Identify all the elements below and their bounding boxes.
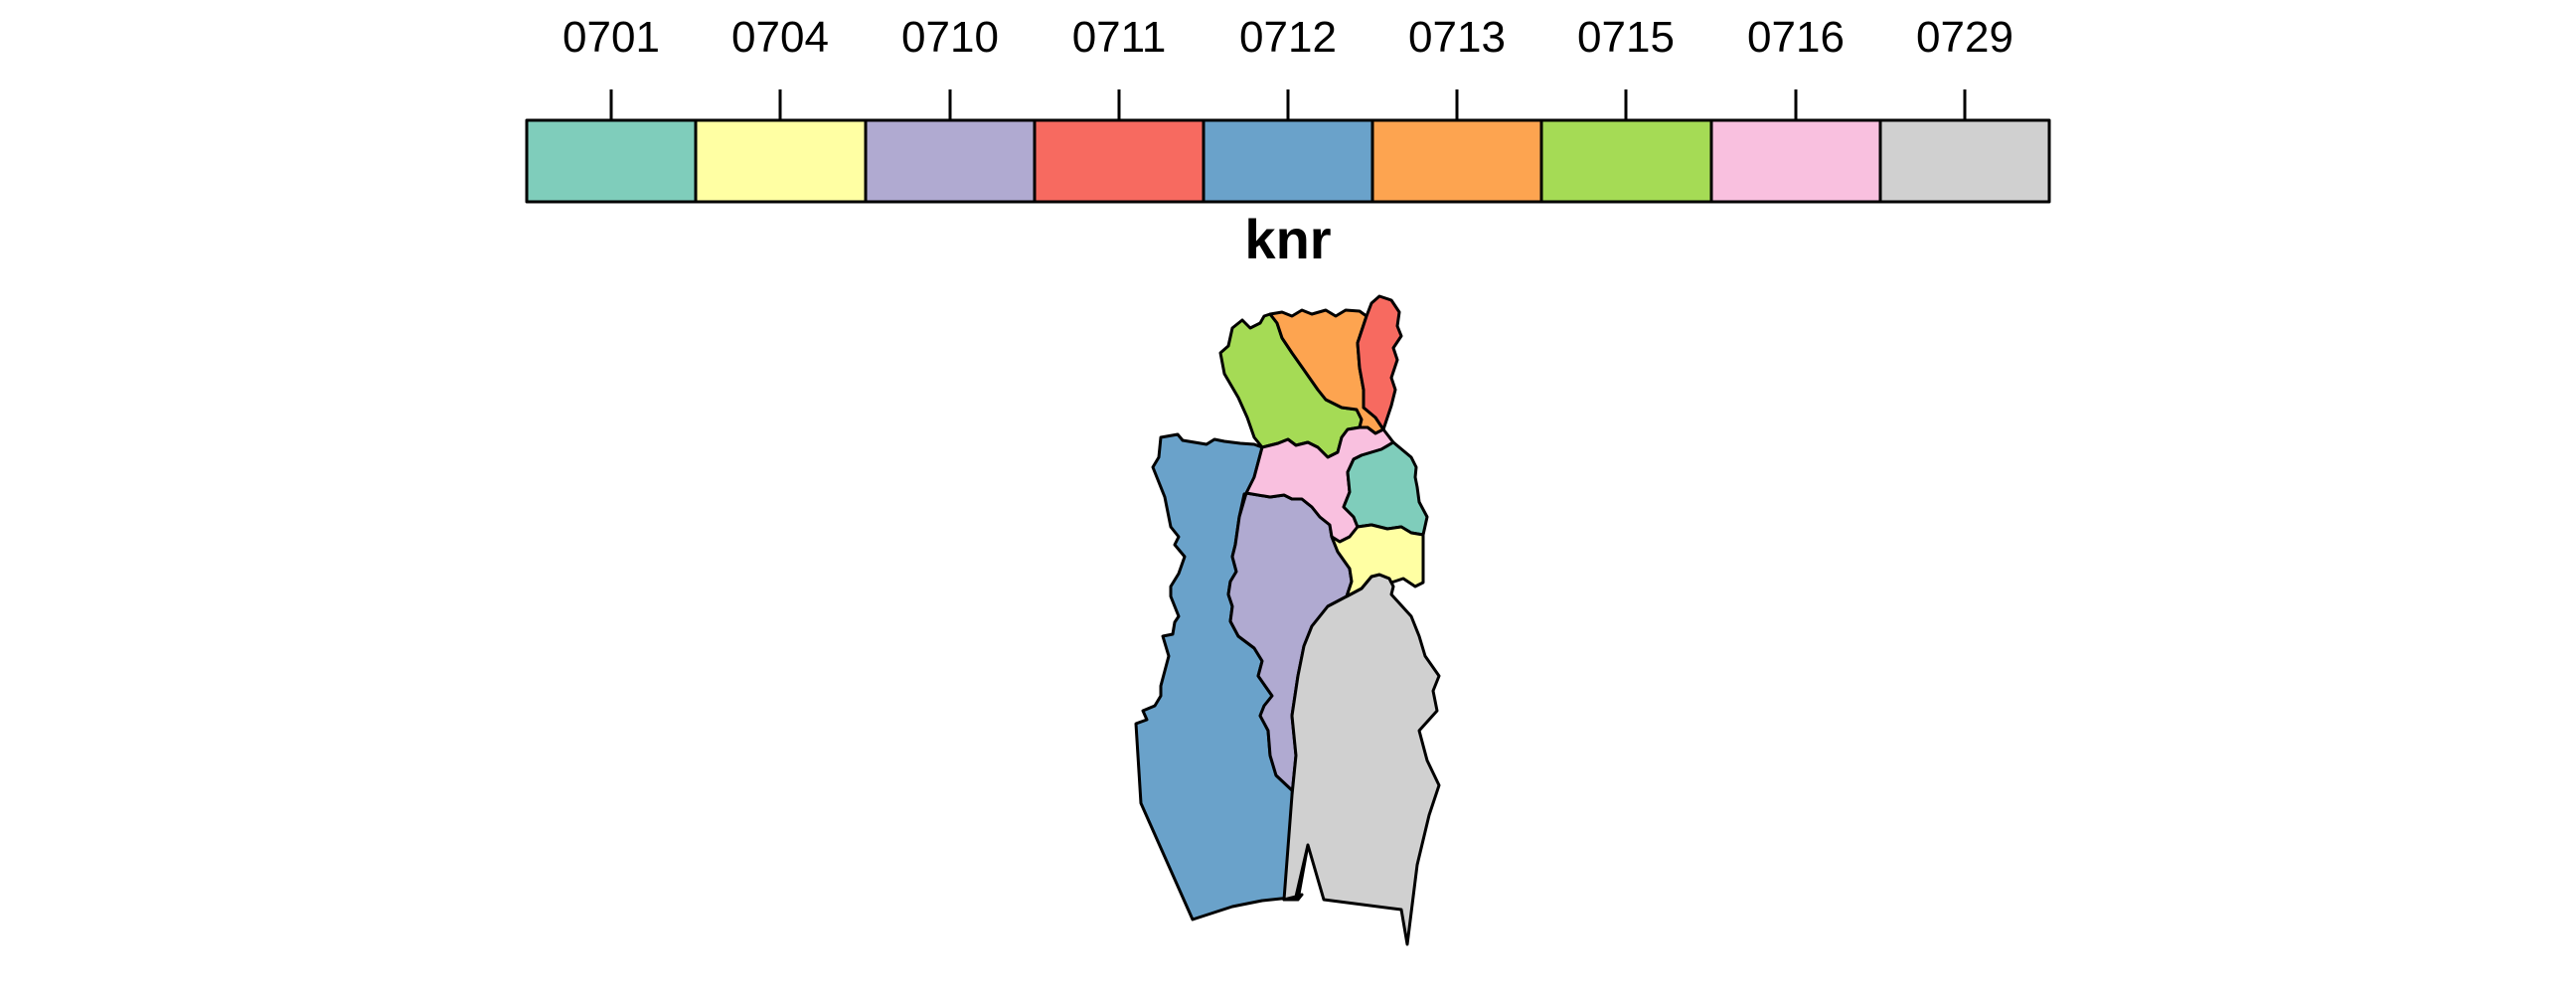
legend-label-0716: 0716: [1747, 13, 1845, 62]
legend-label-0713: 0713: [1408, 13, 1506, 62]
legend-label-0701: 0701: [563, 13, 660, 62]
map-region-0729: [1282, 573, 1441, 946]
legend-tick-labels: 0701 0704 0710 0711 0712 0713 0715 0716 …: [563, 13, 2013, 62]
legend-swatch-0713: [1370, 118, 1543, 204]
legend-swatch-0712: [1202, 118, 1374, 204]
legend-label-0729: 0729: [1916, 13, 2013, 62]
district-map: [1134, 294, 1441, 946]
map-region-0704: [1330, 523, 1425, 598]
map-region-0711: [1356, 294, 1403, 431]
legend-swatch-0729: [1878, 118, 2051, 204]
legend-swatch-0715: [1539, 118, 1713, 204]
legend-label-0711: 0711: [1072, 13, 1167, 62]
legend-swatch-0716: [1709, 118, 1882, 204]
legend-label-0712: 0712: [1239, 13, 1337, 62]
legend-title: knr: [1244, 208, 1331, 270]
legend-label-0710: 0710: [901, 13, 999, 62]
legend-swatch-0704: [694, 118, 868, 204]
legend-label-0715: 0715: [1577, 13, 1675, 62]
legend-ticks: [609, 89, 1967, 120]
color-legend: 0701 0704 0710 0711 0712 0713 0715 0716 …: [525, 13, 2051, 270]
legend-swatch-0701: [525, 118, 698, 204]
legend-swatch-0711: [1033, 118, 1206, 204]
legend-color-bar: [525, 118, 2051, 204]
legend-swatch-0710: [864, 118, 1037, 204]
legend-label-0704: 0704: [731, 13, 829, 62]
